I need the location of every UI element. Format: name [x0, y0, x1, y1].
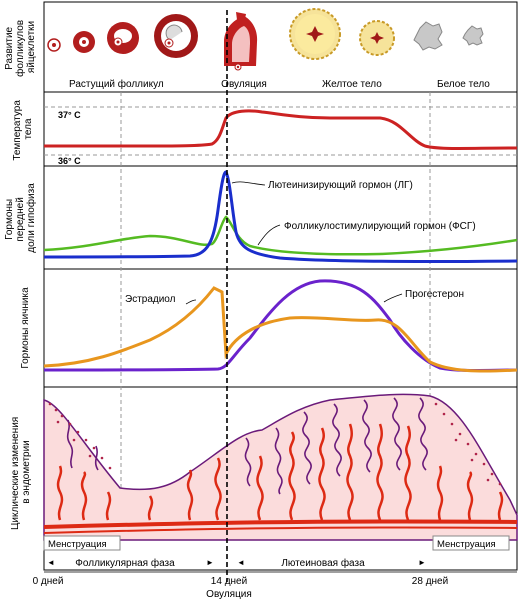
artery-15	[497, 491, 504, 521]
pituitary-chart: Лютеинизирующий гормон (ЛГ) Фолликулости…	[43, 170, 518, 264]
corpus-luteum-small-icon	[359, 20, 395, 56]
menstruation-left-label: Менструация	[48, 539, 107, 550]
artery-10	[346, 423, 354, 521]
gland-9	[418, 397, 428, 471]
endometrium-tissue	[43, 393, 518, 541]
ovulation-axis-label: Овуляция	[206, 589, 252, 600]
luteal-arrow-left: ◄	[237, 558, 245, 567]
follicle-stage-3-icon	[107, 22, 139, 54]
gland-6	[332, 403, 342, 477]
spiral-arteries	[56, 423, 504, 521]
menstruation-left-box	[43, 535, 121, 551]
corpus-luteum-label: Желтое тело	[322, 79, 382, 90]
artery-2	[80, 471, 88, 521]
label-temperature: Температура тела	[12, 97, 34, 160]
follicle-stage-1-icon	[47, 38, 61, 52]
lh-curve	[43, 170, 518, 264]
day-axis: 0 дней 14 дней 28 дней Овуляция	[33, 571, 517, 600]
progesterone-leader	[383, 293, 403, 303]
artery-1	[56, 465, 64, 521]
artery-6	[214, 457, 222, 521]
estradiol-curve	[43, 286, 518, 373]
estradiol-label: Эстрадиол	[125, 294, 176, 305]
artery-9	[318, 427, 326, 521]
gland-4	[274, 427, 283, 495]
gland-1	[66, 419, 74, 469]
follicular-arrow-right: ►	[206, 558, 214, 567]
artery-4	[147, 495, 154, 521]
day-28-label: 28 дней	[412, 576, 448, 587]
corpus-albicans-label: Белое тело	[437, 79, 490, 90]
artery-5	[186, 469, 194, 521]
day-0-label: 0 дней	[33, 576, 64, 587]
ovarian-chart: Эстрадиол Прогестерон	[43, 279, 518, 373]
label-endometrium: Циклические изменения в эндометрии	[10, 414, 32, 530]
follicle-stage-2-icon	[73, 31, 95, 53]
gland-3	[244, 437, 252, 487]
phase-bar: Менструация Менструация Фолликулярная фа…	[43, 535, 510, 569]
menstruation-right-box	[432, 535, 510, 551]
fsh-curve	[43, 215, 518, 256]
label-ovarian: Гормоны яичника	[20, 287, 31, 369]
lh-leader	[231, 181, 266, 186]
lh-label: Лютеинизирующий гормон (ЛГ)	[268, 180, 413, 191]
growing-follicle-label: Растущий фолликул	[69, 78, 164, 90]
estradiol-leader	[185, 299, 197, 305]
artery-14	[466, 471, 474, 521]
label-follicles: Развитие фолликулов яйцеклетки	[4, 17, 37, 77]
temp-36-label: 36° C	[58, 156, 81, 166]
follicle-stage-4-icon	[154, 14, 198, 58]
label-pituitary: Гормоны передней доли гипофиза	[4, 183, 37, 253]
progesterone-label: Прогестерон	[405, 289, 464, 300]
menstrual-shedding-dots	[48, 402, 502, 486]
follicular-arrow-left: ◄	[47, 558, 55, 567]
gland-7	[362, 399, 372, 473]
artery-8	[288, 431, 296, 521]
temp-37-label: 37° C	[58, 110, 81, 120]
basal-vessel	[43, 519, 518, 529]
menstruation-right-label: Менструация	[437, 539, 496, 550]
gland-5	[302, 411, 312, 485]
fsh-label: Фолликулостимулирующий гормон (ФСГ)	[284, 221, 476, 232]
day-14-label: 14 дней	[211, 576, 247, 587]
basal-vessel-2	[43, 526, 518, 534]
artery-12	[404, 425, 412, 521]
ovulation-stage-label: Овуляция	[221, 79, 267, 90]
corpus-albicans-large-icon	[413, 21, 443, 51]
artery-3	[105, 491, 112, 521]
corpus-luteum-large-icon	[289, 8, 341, 60]
gland-8	[392, 397, 402, 471]
luteal-arrow-right: ►	[418, 558, 426, 567]
row-labels: Развитие фолликулов яйцеклетки Температу…	[4, 17, 37, 530]
follicular-phase-label: Фолликулярная фаза	[75, 557, 175, 569]
artery-7	[256, 455, 264, 521]
progesterone-curve	[43, 279, 518, 372]
endometrial-glands	[66, 397, 428, 495]
temperature-chart: 37° C 36° C	[44, 109, 518, 166]
gland-2	[94, 445, 99, 471]
artery-11	[376, 423, 384, 521]
artery-13	[436, 465, 444, 521]
luteal-phase-label: Лютеиновая фаза	[281, 557, 365, 569]
ovulation-icon	[224, 12, 258, 71]
endometrium-illustration	[43, 393, 518, 541]
fsh-leader	[257, 224, 281, 246]
follicle-development: Растущий фолликул Овуляция Желтое тело Б…	[47, 8, 490, 90]
corpus-albicans-small-icon	[462, 25, 484, 46]
temperature-curve	[44, 109, 518, 150]
